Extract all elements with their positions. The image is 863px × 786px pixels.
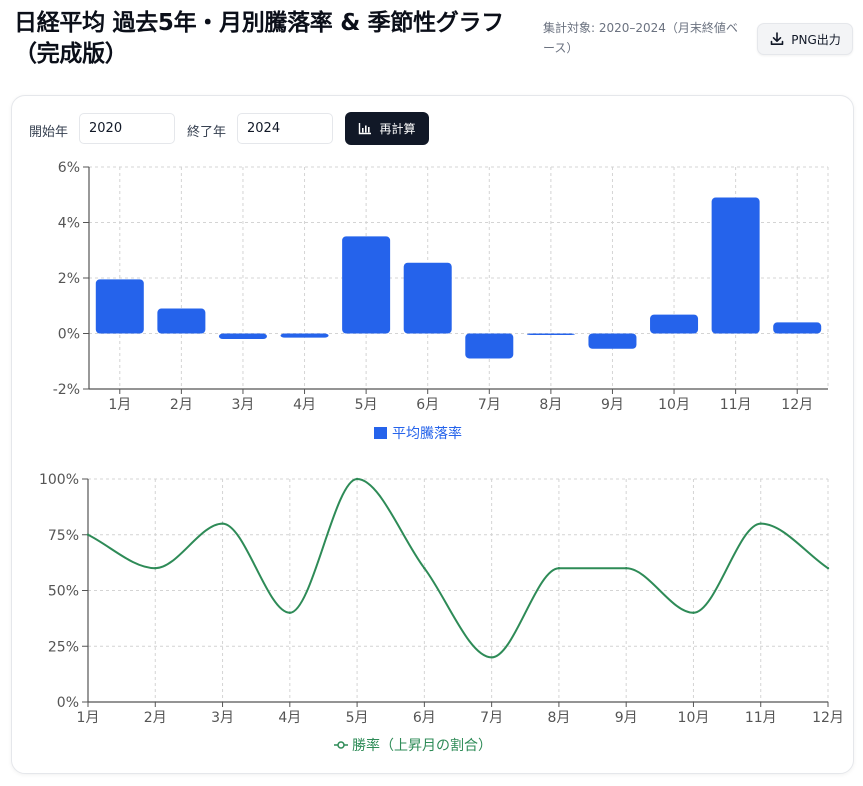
bar-7 bbox=[465, 333, 514, 359]
win-rate-point-1 bbox=[86, 533, 90, 536]
y-tick-label: -2% bbox=[53, 382, 80, 398]
x-tick-label: 8月 bbox=[547, 710, 570, 726]
x-tick-label: 6月 bbox=[413, 710, 436, 726]
win-rate-point-10 bbox=[692, 611, 695, 614]
end-year-label: 終了年 bbox=[187, 125, 227, 140]
x-tick-label: 11月 bbox=[745, 710, 777, 726]
x-tick-label: 1月 bbox=[108, 397, 131, 413]
x-tick-label: 11月 bbox=[720, 397, 752, 413]
y-tick-label: 0% bbox=[57, 695, 79, 711]
bar-2 bbox=[157, 308, 206, 334]
recalculate-button[interactable]: 再計算 bbox=[345, 112, 429, 145]
win-rate-point-3 bbox=[221, 522, 224, 525]
download-icon bbox=[770, 32, 784, 45]
bar-11 bbox=[711, 197, 760, 334]
x-tick-label: 2月 bbox=[144, 710, 167, 726]
x-tick-label: 2月 bbox=[170, 397, 193, 413]
y-tick-label: 25% bbox=[48, 639, 79, 655]
monthly-return-bar-chart: -2% 0% 2% 4% 6% 1月 2月 3月 4月 5月 6月 7月 8月 9月 10月 11月 12月平均… bbox=[53, 160, 829, 442]
bar-5 bbox=[342, 236, 391, 334]
x-tick-label: 5月 bbox=[355, 397, 378, 413]
win-rate-point-11 bbox=[759, 522, 762, 525]
y-tick-label: 100% bbox=[39, 472, 79, 488]
page-title: 日経平均 過去5年・月別騰落率 & 季節性グラフ（完成版） bbox=[14, 10, 504, 67]
bar-6 bbox=[403, 262, 452, 334]
png-export-label: PNG出力 bbox=[791, 32, 841, 47]
x-tick-label: 12月 bbox=[781, 397, 813, 413]
y-tick-label: 2% bbox=[58, 271, 80, 287]
bar-9 bbox=[588, 333, 637, 349]
legend-marker-swatch bbox=[337, 741, 345, 749]
legend-swatch-bar bbox=[374, 427, 387, 439]
win-rate-point-2 bbox=[154, 567, 157, 570]
x-tick-label: 3月 bbox=[231, 397, 254, 413]
x-tick-label: 5月 bbox=[346, 710, 369, 726]
x-tick-label: 9月 bbox=[601, 397, 624, 413]
bar-3 bbox=[218, 333, 267, 340]
y-tick-label: 6% bbox=[58, 160, 80, 176]
x-tick-label: 3月 bbox=[211, 710, 234, 726]
win-rate-point-6 bbox=[423, 567, 426, 570]
y-tick-label: 75% bbox=[48, 528, 79, 544]
x-tick-label: 9月 bbox=[615, 710, 638, 726]
x-tick-label: 10月 bbox=[678, 710, 710, 726]
x-tick-label: 6月 bbox=[416, 397, 439, 413]
win-rate-point-8 bbox=[557, 567, 561, 570]
legend-label-bar: 平均騰落率 bbox=[392, 425, 462, 442]
win-rate-point-9 bbox=[624, 567, 628, 570]
x-tick-label: 4月 bbox=[293, 397, 316, 413]
win-rate-series-line bbox=[87, 477, 829, 659]
legend-label-line: 勝率（上昇月の割合） bbox=[352, 737, 492, 754]
end-year-input[interactable] bbox=[237, 113, 333, 144]
bar-4 bbox=[280, 333, 329, 338]
win-rate-point-5 bbox=[355, 477, 359, 481]
year-controls: 開始年 終了年 再計算 bbox=[12, 96, 855, 156]
aggregation-note: 集計対象: 2020–2024（月末終値ベース） bbox=[543, 21, 738, 55]
win-rate-point-4 bbox=[288, 611, 292, 614]
x-tick-label: 7月 bbox=[480, 710, 503, 726]
x-tick-label: 7月 bbox=[478, 397, 501, 413]
page-header: 日経平均 過去5年・月別騰落率 & 季節性グラフ（完成版） 集計対象: 2020… bbox=[0, 0, 863, 92]
recalculate-label: 再計算 bbox=[379, 122, 416, 136]
x-tick-label: 8月 bbox=[539, 397, 562, 413]
bar-1 bbox=[95, 279, 144, 334]
start-year-label: 開始年 bbox=[29, 125, 69, 140]
x-tick-label: 10月 bbox=[658, 397, 690, 413]
x-tick-label: 12月 bbox=[812, 710, 844, 726]
win-rate-point-12 bbox=[826, 567, 830, 570]
bar-chart-icon bbox=[359, 123, 372, 135]
y-tick-label: 4% bbox=[58, 216, 80, 232]
png-export-button[interactable]: PNG出力 bbox=[757, 23, 853, 55]
y-tick-label: 0% bbox=[58, 327, 80, 343]
y-tick-label: 50% bbox=[48, 584, 79, 600]
win-rate-point-7 bbox=[490, 656, 493, 659]
start-year-input[interactable] bbox=[79, 113, 175, 144]
bar-12 bbox=[773, 322, 822, 334]
x-tick-label: 1月 bbox=[77, 710, 100, 726]
x-tick-label: 4月 bbox=[278, 710, 301, 726]
bar-8 bbox=[526, 333, 575, 335]
bar-10 bbox=[650, 314, 699, 334]
